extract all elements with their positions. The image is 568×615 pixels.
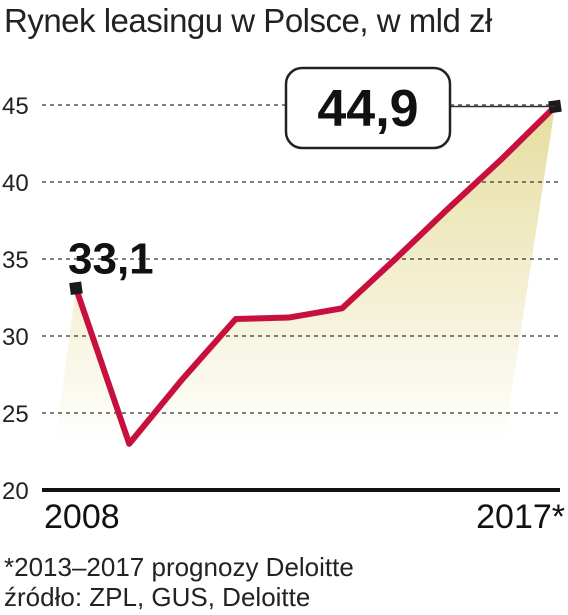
y-tick-label: 45	[2, 93, 29, 120]
data-point-marker	[69, 281, 83, 296]
footnote-forecast: *2013–2017 prognozy Deloitte	[4, 552, 354, 582]
y-tick-label: 25	[2, 401, 29, 428]
x-tick-label: 2017*	[476, 498, 565, 536]
y-tick-label: 35	[2, 247, 29, 274]
data-label: 33,1	[68, 234, 154, 283]
chart-title: Rynek leasingu w Polsce, w mld zł	[4, 2, 492, 39]
y-tick-label: 40	[2, 170, 29, 197]
y-tick-label: 20	[2, 478, 29, 505]
footnote-source: źródło: ZPL, GUS, Deloitte	[4, 582, 311, 612]
callout-box	[284, 66, 452, 150]
x-tick-label: 2008	[44, 498, 120, 536]
data-label: 44,9	[317, 80, 418, 138]
y-tick-label: 30	[2, 324, 29, 351]
series-line	[73, 104, 558, 447]
chart-svg: 20 25 30 35 40 45 2008 2017* 33,1 44,9	[2, 66, 565, 536]
area-fill	[56, 106, 555, 444]
